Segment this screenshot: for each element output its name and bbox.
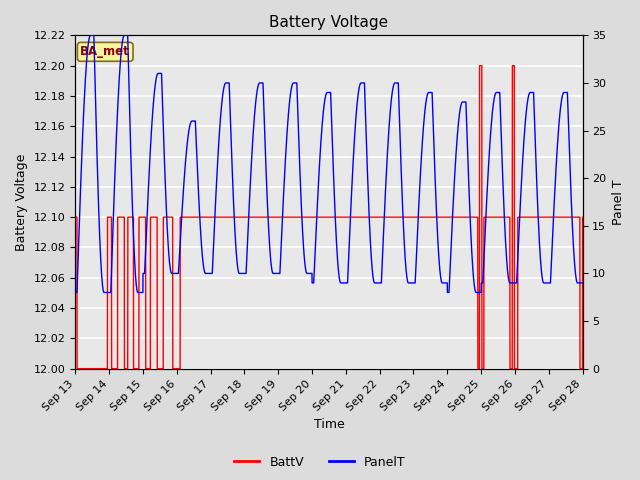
Y-axis label: Battery Voltage: Battery Voltage [15, 153, 28, 251]
Legend: BattV, PanelT: BattV, PanelT [229, 451, 411, 474]
X-axis label: Time: Time [314, 419, 344, 432]
Text: BA_met: BA_met [81, 45, 130, 59]
Title: Battery Voltage: Battery Voltage [269, 15, 388, 30]
Y-axis label: Panel T: Panel T [612, 179, 625, 225]
